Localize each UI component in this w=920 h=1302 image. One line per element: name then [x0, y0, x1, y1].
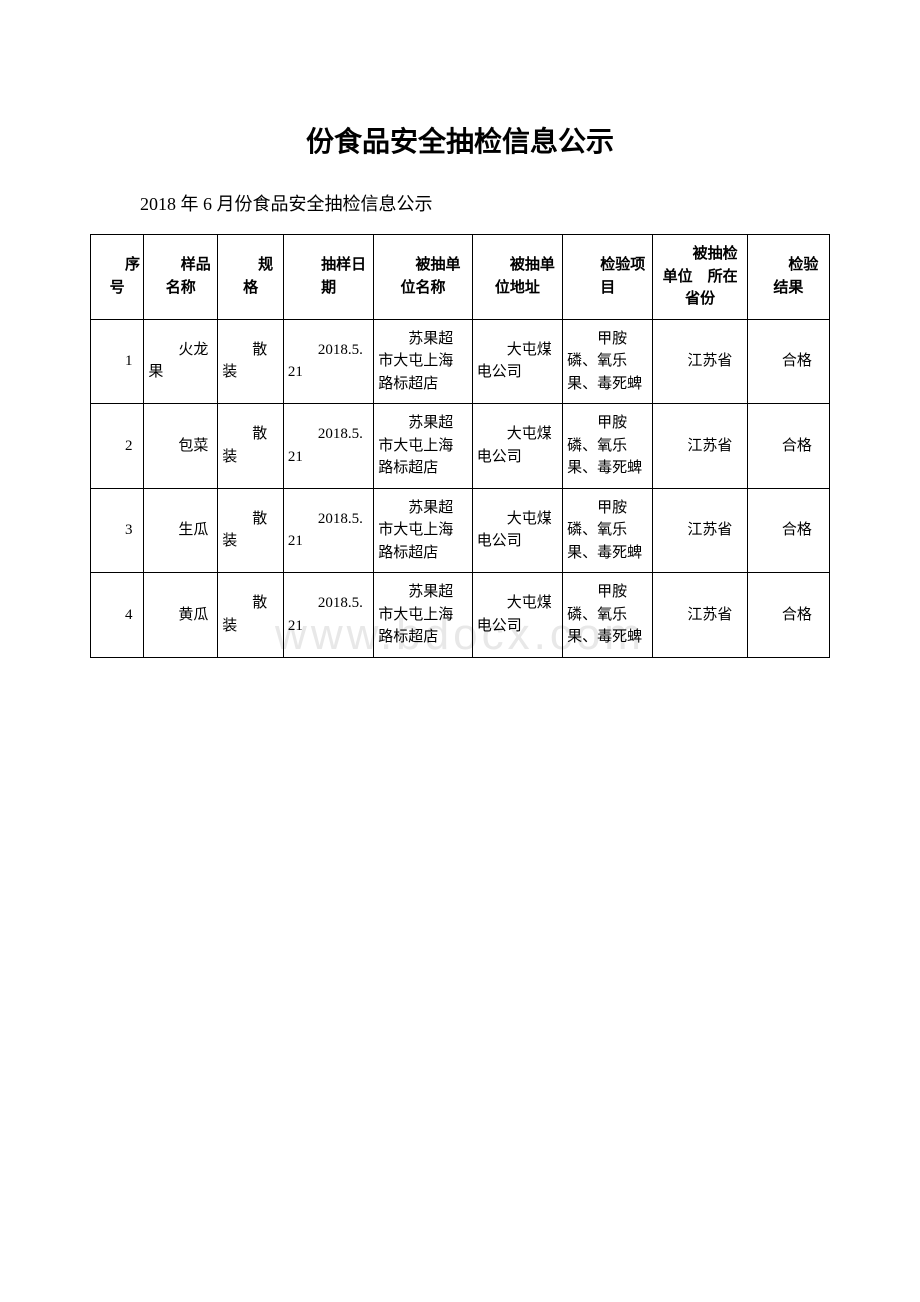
cell-result: 合格 [747, 404, 829, 489]
cell-unit_name: 苏果超市大屯上海路标超店 [374, 319, 473, 404]
cell-test_item: 甲胺磷、氧乐果、毒死蜱 [563, 319, 653, 404]
cell-spec: 散装 [218, 488, 284, 573]
cell-sample_name: 火龙果 [144, 319, 218, 404]
page-title: 份食品安全抽检信息公示 [90, 120, 830, 160]
data-table-container: 序号 样品名称 规格 抽样日期 被抽单位名称 被抽单位地址 检验项目 被抽检单位… [90, 234, 830, 658]
cell-seq: 1 [91, 319, 144, 404]
cell-spec: 散装 [218, 319, 284, 404]
col-sample-name: 样品名称 [144, 235, 218, 320]
cell-seq: 4 [91, 573, 144, 658]
cell-result: 合格 [747, 319, 829, 404]
cell-result: 合格 [747, 573, 829, 658]
cell-date: 2018.5.21 [283, 488, 373, 573]
col-province: 被抽检单位 所在省份 [653, 235, 747, 320]
col-spec: 规格 [218, 235, 284, 320]
table-row: 3生瓜散装2018.5.21苏果超市大屯上海路标超店大屯煤电公司甲胺磷、氧乐果、… [91, 488, 830, 573]
cell-sample_name: 黄瓜 [144, 573, 218, 658]
cell-unit_addr: 大屯煤电公司 [472, 488, 562, 573]
cell-test_item: 甲胺磷、氧乐果、毒死蜱 [563, 488, 653, 573]
cell-seq: 2 [91, 404, 144, 489]
cell-unit_name: 苏果超市大屯上海路标超店 [374, 488, 473, 573]
cell-date: 2018.5.21 [283, 573, 373, 658]
inspection-table: 序号 样品名称 规格 抽样日期 被抽单位名称 被抽单位地址 检验项目 被抽检单位… [90, 234, 830, 658]
cell-date: 2018.5.21 [283, 319, 373, 404]
cell-spec: 散装 [218, 573, 284, 658]
cell-date: 2018.5.21 [283, 404, 373, 489]
col-result: 检验结果 [747, 235, 829, 320]
cell-unit_addr: 大屯煤电公司 [472, 404, 562, 489]
cell-unit_addr: 大屯煤电公司 [472, 573, 562, 658]
col-seq: 序号 [91, 235, 144, 320]
col-unit-name: 被抽单位名称 [374, 235, 473, 320]
cell-unit_name: 苏果超市大屯上海路标超店 [374, 573, 473, 658]
cell-spec: 散装 [218, 404, 284, 489]
table-row: 2包菜散装2018.5.21苏果超市大屯上海路标超店大屯煤电公司甲胺磷、氧乐果、… [91, 404, 830, 489]
col-unit-addr: 被抽单位地址 [472, 235, 562, 320]
col-date: 抽样日期 [283, 235, 373, 320]
table-row: 4黄瓜散装2018.5.21苏果超市大屯上海路标超店大屯煤电公司甲胺磷、氧乐果、… [91, 573, 830, 658]
page-subtitle: 2018 年 6 月份食品安全抽检信息公示 [140, 190, 830, 216]
table-header-row: 序号 样品名称 规格 抽样日期 被抽单位名称 被抽单位地址 检验项目 被抽检单位… [91, 235, 830, 320]
cell-unit_addr: 大屯煤电公司 [472, 319, 562, 404]
cell-sample_name: 包菜 [144, 404, 218, 489]
table-row: 1火龙果散装2018.5.21苏果超市大屯上海路标超店大屯煤电公司甲胺磷、氧乐果… [91, 319, 830, 404]
cell-seq: 3 [91, 488, 144, 573]
cell-province: 江苏省 [653, 319, 747, 404]
col-test-item: 检验项目 [563, 235, 653, 320]
cell-test_item: 甲胺磷、氧乐果、毒死蜱 [563, 404, 653, 489]
cell-province: 江苏省 [653, 488, 747, 573]
cell-result: 合格 [747, 488, 829, 573]
cell-test_item: 甲胺磷、氧乐果、毒死蜱 [563, 573, 653, 658]
cell-unit_name: 苏果超市大屯上海路标超店 [374, 404, 473, 489]
cell-province: 江苏省 [653, 573, 747, 658]
cell-sample_name: 生瓜 [144, 488, 218, 573]
cell-province: 江苏省 [653, 404, 747, 489]
